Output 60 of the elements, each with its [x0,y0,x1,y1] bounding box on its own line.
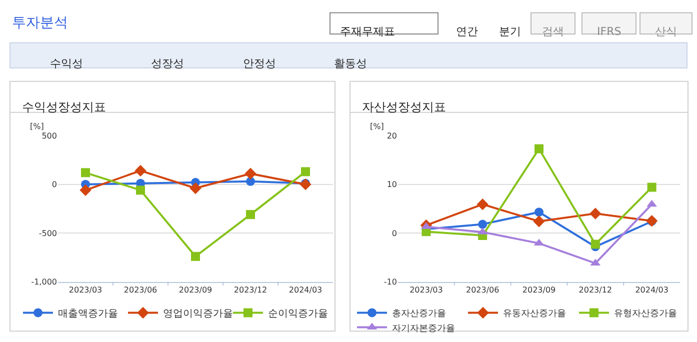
y-tick-label: 10 [386,180,397,190]
point [646,200,657,207]
legend-label: 순이익증가율 [268,308,328,320]
y-tick-label: 0 [392,228,397,238]
x-tick-label: 2023/06 [124,285,158,294]
x-tick-label: 2023/03 [410,285,443,294]
text: 산식 [655,25,677,38]
point [533,216,545,228]
point [478,220,488,229]
text: 검색 [542,25,564,38]
legend-label: 유형자산증가율 [614,309,677,320]
point [246,210,255,220]
text: 안정성 [243,57,276,70]
point [80,184,92,196]
x-tick-label: 2024/03 [635,285,668,294]
point [81,168,90,178]
y-axis-title: [%] [370,122,384,131]
y-tick-label: -10 [384,278,397,287]
text: 수익성 [50,57,83,70]
text: 투자분석 [12,15,68,31]
y-tick-label: 20 [386,131,397,140]
legend-label: 유동자산증가율 [503,309,566,320]
y-tick-label: 500 [42,131,57,140]
x-tick-label: 2023/09 [178,285,212,294]
legend-label: 총자산증가율 [392,309,446,320]
point [136,186,145,195]
x-tick-label: 2023/09 [522,285,556,294]
legend-label: 영업이익증가율 [163,308,233,320]
x-tick-label: 2023/03 [68,285,102,294]
y-axis-title: [%] [30,122,44,131]
text: 주재무제표 [340,25,395,38]
x-tick-label: 2023/12 [234,285,268,294]
point [191,252,200,261]
y-tick-label: 0 [52,180,57,190]
point [301,167,310,176]
text: 분기 [499,25,521,38]
chart-title: 자산성장성지표 [362,100,446,114]
point [590,240,600,249]
point [534,144,544,154]
point [190,182,202,194]
point [534,208,544,217]
x-tick-label: 2024/03 [288,285,322,294]
point [647,182,656,192]
legend-label: 매출액증가율 [58,308,118,320]
point [244,168,256,180]
x-tick-label: 2023/12 [578,285,612,294]
point [134,164,146,177]
point [246,176,255,186]
legend-label: 자기자본증가율 [392,324,455,334]
y-tick-label: -500 [38,228,57,238]
text: 연간 [456,25,478,38]
point [590,208,602,220]
text: IFRS [597,25,622,38]
x-tick-label: 2023/06 [466,285,500,294]
point [476,198,488,210]
y-tick-label: -1,000 [31,278,57,287]
point [300,178,312,190]
text: 활동성 [334,57,367,70]
chart-title: 수익성장성지표 [22,100,106,114]
text: 성장성 [151,57,184,70]
